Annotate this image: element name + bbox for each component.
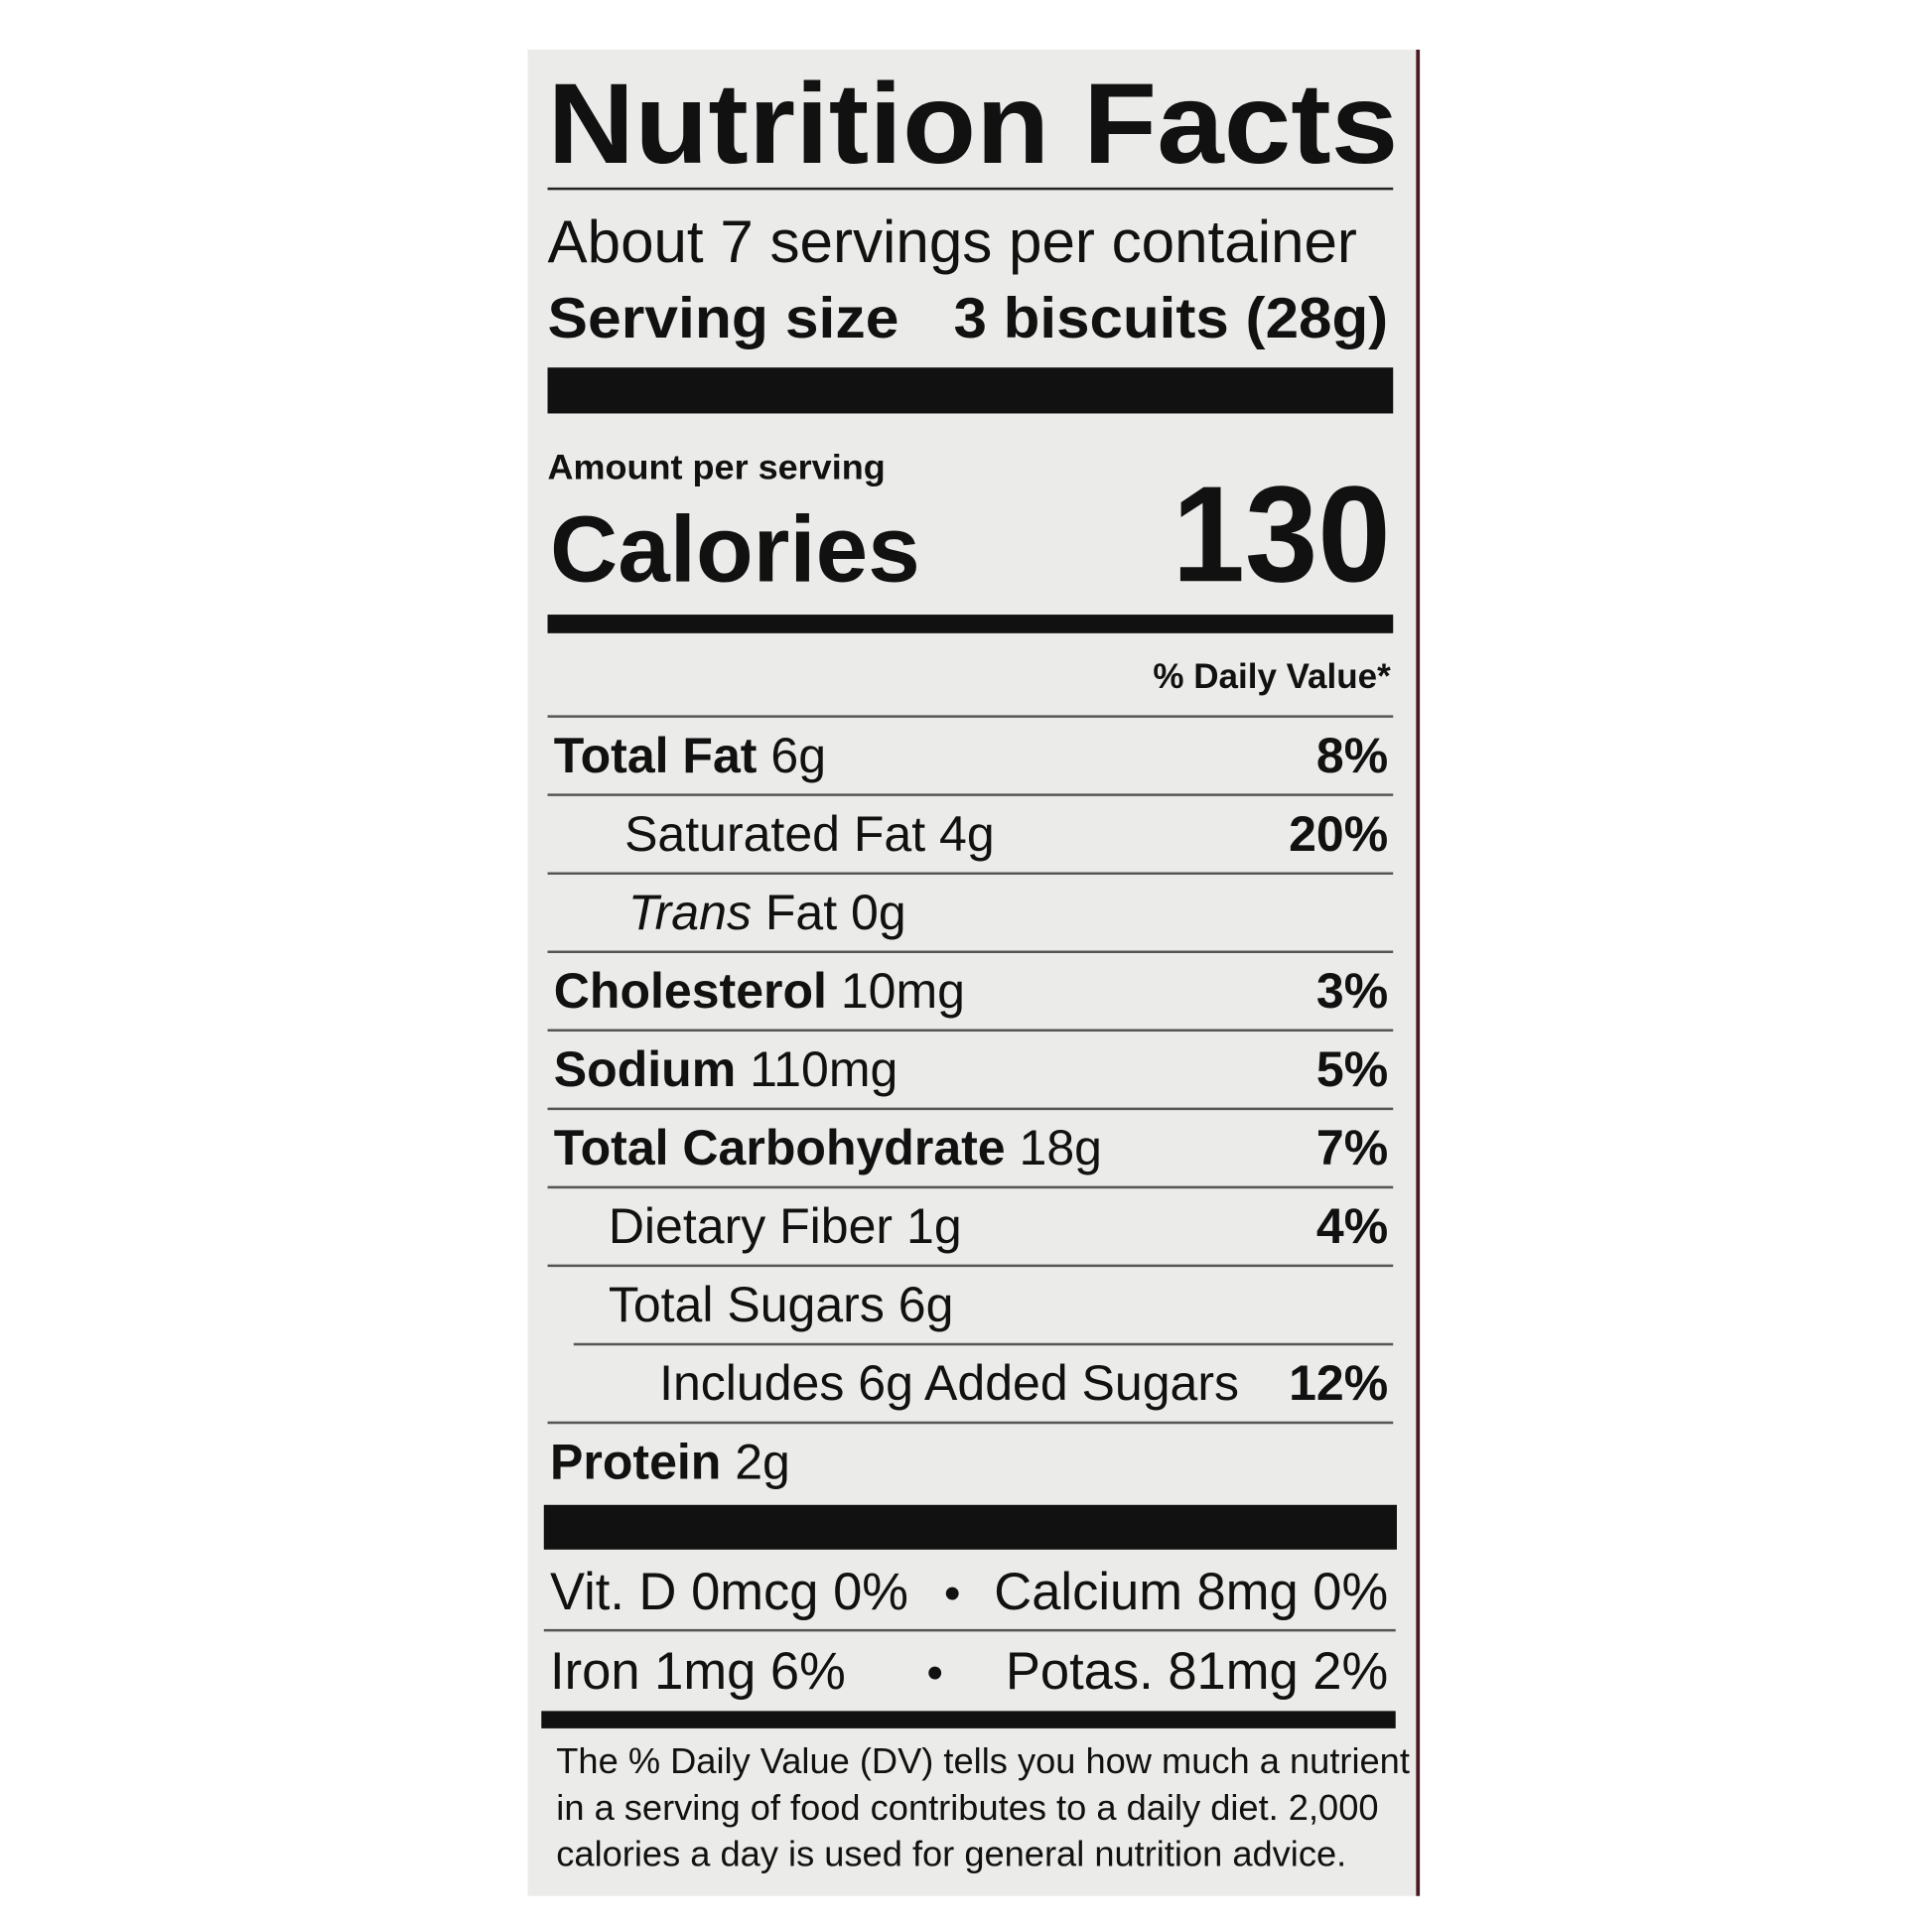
daily-value: 4% — [1316, 1198, 1388, 1254]
medium-rule — [547, 615, 1394, 633]
daily-value: 20% — [1289, 806, 1388, 862]
nutrient-amount: 4g — [939, 806, 995, 862]
nutrient: Protein 2g — [550, 1434, 790, 1489]
vitamin-rows: Vit. D 0mcg 0% • Calcium 8mg 0% Iron 1mg 6%… — [550, 1563, 1388, 1701]
nutrient: Trans Fat 0g — [628, 885, 906, 940]
vitamin: Iron 1mg 6% — [550, 1642, 846, 1701]
nutrient-amount: 2g — [735, 1434, 790, 1489]
thick-rule — [543, 1504, 1397, 1550]
nutrient-amount: 6g — [770, 728, 826, 783]
title: Nutrition Facts — [548, 61, 1399, 188]
nutrient: Total Sugars 6g — [609, 1277, 954, 1332]
nutrient-amount: 0g — [851, 885, 906, 940]
medium-rule — [541, 1711, 1396, 1728]
amount-per-serving: Amount per serving — [548, 449, 886, 487]
nutrient-name: Saturated Fat — [624, 806, 925, 862]
serving-size-value: 3 biscuits (28g) — [953, 287, 1388, 350]
footnote-line: in a serving of food contributes to a da… — [556, 1787, 1378, 1828]
nutrient-name: Dietary Fiber — [609, 1198, 893, 1254]
daily-value: 7% — [1316, 1120, 1388, 1175]
daily-value-header: % Daily Value* — [1153, 657, 1391, 696]
nutrient: Sodium 110mg — [554, 1041, 898, 1097]
calories-value: 130 — [1173, 458, 1391, 611]
nutrient: Total Carbohydrate 18g — [554, 1120, 1102, 1175]
vitamin: Calcium 8mg 0% — [994, 1563, 1388, 1621]
nutrient-amount: 110mg — [750, 1041, 897, 1097]
serving-size-label: Serving size — [548, 287, 899, 350]
daily-value: 12% — [1289, 1355, 1388, 1411]
separator: • — [926, 1647, 943, 1700]
calories-label: Calories — [550, 496, 920, 602]
vitamin: Vit. D 0mcg 0% — [550, 1563, 908, 1621]
nutrient-name: Total Fat — [554, 728, 758, 783]
daily-value: 5% — [1316, 1041, 1388, 1097]
nutrient: Total Fat 6g — [554, 728, 826, 783]
vitamin: Potas. 81mg 2% — [1006, 1642, 1388, 1701]
daily-value: 8% — [1316, 728, 1388, 783]
nutrient-rows: Total Fat 6g 8% Saturated Fat 4g 20% Trans F… — [547, 715, 1394, 1489]
separator: • — [944, 1568, 961, 1620]
nutrient: Cholesterol 10mg — [554, 963, 965, 1019]
daily-value: 3% — [1316, 963, 1388, 1019]
nutrient-name: Total Sugars — [609, 1277, 885, 1332]
nutrient-name: Protein — [550, 1434, 721, 1489]
nutrient-name: Cholesterol — [554, 963, 827, 1019]
nutrient-amount: 6g — [898, 1277, 954, 1332]
nutrient-amount: 1g — [906, 1198, 962, 1254]
nutrient-amount: 18g — [1020, 1120, 1102, 1175]
nutrient-name: Fat — [765, 885, 837, 940]
thick-rule — [547, 367, 1394, 414]
nutrient-name: Total Carbohydrate — [554, 1120, 1006, 1175]
label-panel — [527, 50, 1420, 1896]
nutrient: Saturated Fat 4g — [624, 806, 995, 862]
nutrient-name: Sodium — [554, 1041, 736, 1097]
nutrient: Includes 6g Added Sugars — [659, 1355, 1239, 1411]
nutrient-name: Includes 6g Added Sugars — [659, 1355, 1239, 1411]
footnote-line: calories a day is used for general nutri… — [556, 1834, 1346, 1874]
nutrient-name-italic: Trans — [628, 885, 752, 940]
servings: About 7 servings per container — [548, 208, 1357, 275]
footnote: The % Daily Value (DV) tells you how muc… — [556, 1740, 1410, 1874]
nutrient: Dietary Fiber 1g — [609, 1198, 962, 1254]
nutrient-amount: 10mg — [841, 963, 965, 1019]
footnote-line: The % Daily Value (DV) tells you how muc… — [556, 1740, 1410, 1781]
